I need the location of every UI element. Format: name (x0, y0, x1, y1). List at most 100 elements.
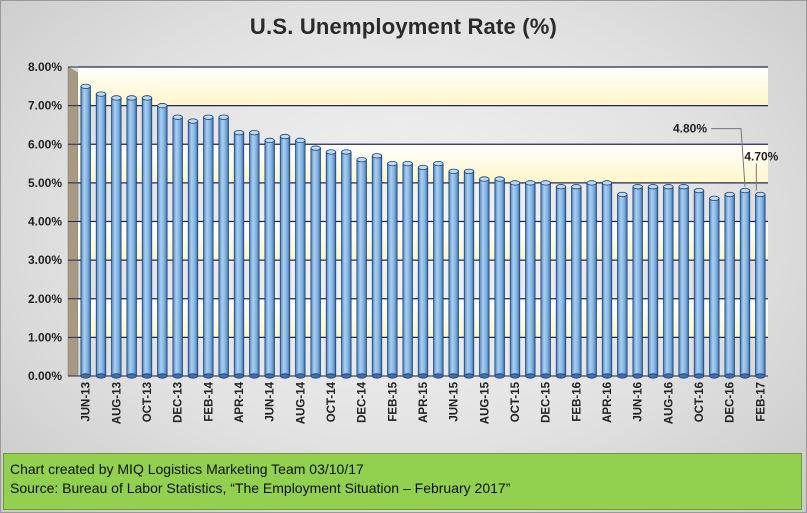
bar-body (463, 170, 475, 377)
bar (632, 184, 643, 379)
chart-title: U.S. Unemployment Rate (%) (249, 14, 558, 39)
x-tick-label: OCT-14 (326, 381, 338, 422)
bar-cap (95, 91, 107, 97)
x-tick-label: AUG-15 (479, 381, 491, 424)
bar-cap (387, 160, 398, 167)
bar (187, 118, 199, 379)
bar-body (80, 85, 91, 377)
bar-cap (494, 176, 505, 182)
chart-footer: Chart created by MIQ Logistics Marketing… (3, 453, 802, 510)
bar-cap (663, 184, 674, 190)
bar (417, 164, 429, 379)
bar-body (448, 170, 459, 377)
bar-cap (402, 160, 413, 167)
bar-base (126, 373, 137, 379)
bar-body (709, 197, 720, 377)
bar (387, 160, 398, 379)
bar (601, 180, 613, 379)
x-tick-label: JUN-13 (81, 382, 93, 422)
x-tick-label: FEB-14 (203, 381, 215, 421)
bar (233, 130, 245, 379)
bar (448, 168, 459, 379)
bar-body (371, 155, 383, 377)
bar-body (509, 182, 521, 377)
x-tick-label: DEC-13 (173, 382, 185, 423)
bar-base (540, 373, 551, 379)
bar (249, 130, 260, 379)
bar-body (218, 116, 229, 377)
bar-base (371, 373, 383, 379)
bar-cap (126, 95, 137, 101)
bar-base (632, 373, 643, 379)
bar-body (387, 163, 398, 377)
bar-body (325, 151, 337, 377)
bar-base (601, 373, 613, 379)
bar-cap (571, 184, 582, 190)
bar-base (295, 373, 306, 379)
bar (218, 114, 229, 379)
bar-body (632, 186, 643, 377)
bar-cap (632, 184, 643, 190)
bar-cap (617, 191, 628, 198)
bar-base (233, 373, 245, 379)
bar-base (310, 373, 321, 379)
bar-body (417, 167, 429, 377)
x-tick-label: OCT-15 (510, 381, 522, 422)
bar-cap (141, 95, 153, 101)
data-label: 4.80% (673, 122, 707, 136)
bar (509, 180, 521, 379)
bar-cap (463, 168, 475, 174)
bar-body (141, 97, 153, 377)
bar (172, 114, 183, 379)
bar-cap (555, 184, 567, 190)
bar-body (157, 105, 168, 377)
bar (356, 157, 367, 379)
bar-body (494, 178, 505, 377)
bar-base (448, 373, 459, 379)
bar-cap (601, 180, 613, 186)
bar-cap (709, 195, 720, 201)
bar (755, 191, 766, 379)
bar-base (525, 373, 536, 379)
bar-cap (356, 157, 367, 163)
bar-base (494, 373, 505, 379)
bar-base (187, 373, 199, 379)
x-tick-label: DEC-16 (725, 382, 737, 423)
bar-base (617, 373, 628, 379)
bar-base (571, 373, 582, 379)
x-tick-label: APR-14 (234, 381, 246, 423)
bar-cap (218, 114, 229, 120)
bar-base (356, 373, 367, 379)
bar-base (586, 373, 597, 379)
bar-body (571, 186, 582, 377)
bar-cap (586, 180, 597, 186)
bar-base (647, 373, 659, 379)
bar-base (172, 373, 183, 379)
x-tick-label: APR-16 (602, 382, 614, 423)
bar-body (739, 190, 751, 377)
bar (264, 137, 275, 379)
x-tick-label: OCT-13 (142, 382, 154, 422)
bar-base (417, 373, 429, 379)
bar-base (663, 373, 674, 379)
bar-body (693, 190, 705, 377)
bar-base (141, 373, 153, 379)
bar-body (586, 182, 597, 377)
bar-body (310, 147, 321, 377)
y-tick-label: 1.00% (28, 330, 62, 344)
x-tick-label: AUG-16 (663, 382, 675, 424)
bar-body (172, 116, 183, 377)
bar-body (95, 93, 107, 377)
bar (647, 184, 659, 379)
y-tick-label: 8.00% (28, 60, 62, 74)
bar-body (755, 194, 766, 377)
bar-body (111, 97, 122, 377)
data-label: 4.70% (744, 149, 778, 163)
bar-base (325, 373, 337, 379)
bar-base (249, 373, 260, 379)
y-tick-label: 3.00% (28, 253, 62, 267)
x-tick-label: FEB-17 (755, 382, 767, 422)
bar-base (555, 373, 567, 379)
bar-body (433, 163, 444, 377)
x-tick-label: FEB-15 (387, 381, 399, 421)
